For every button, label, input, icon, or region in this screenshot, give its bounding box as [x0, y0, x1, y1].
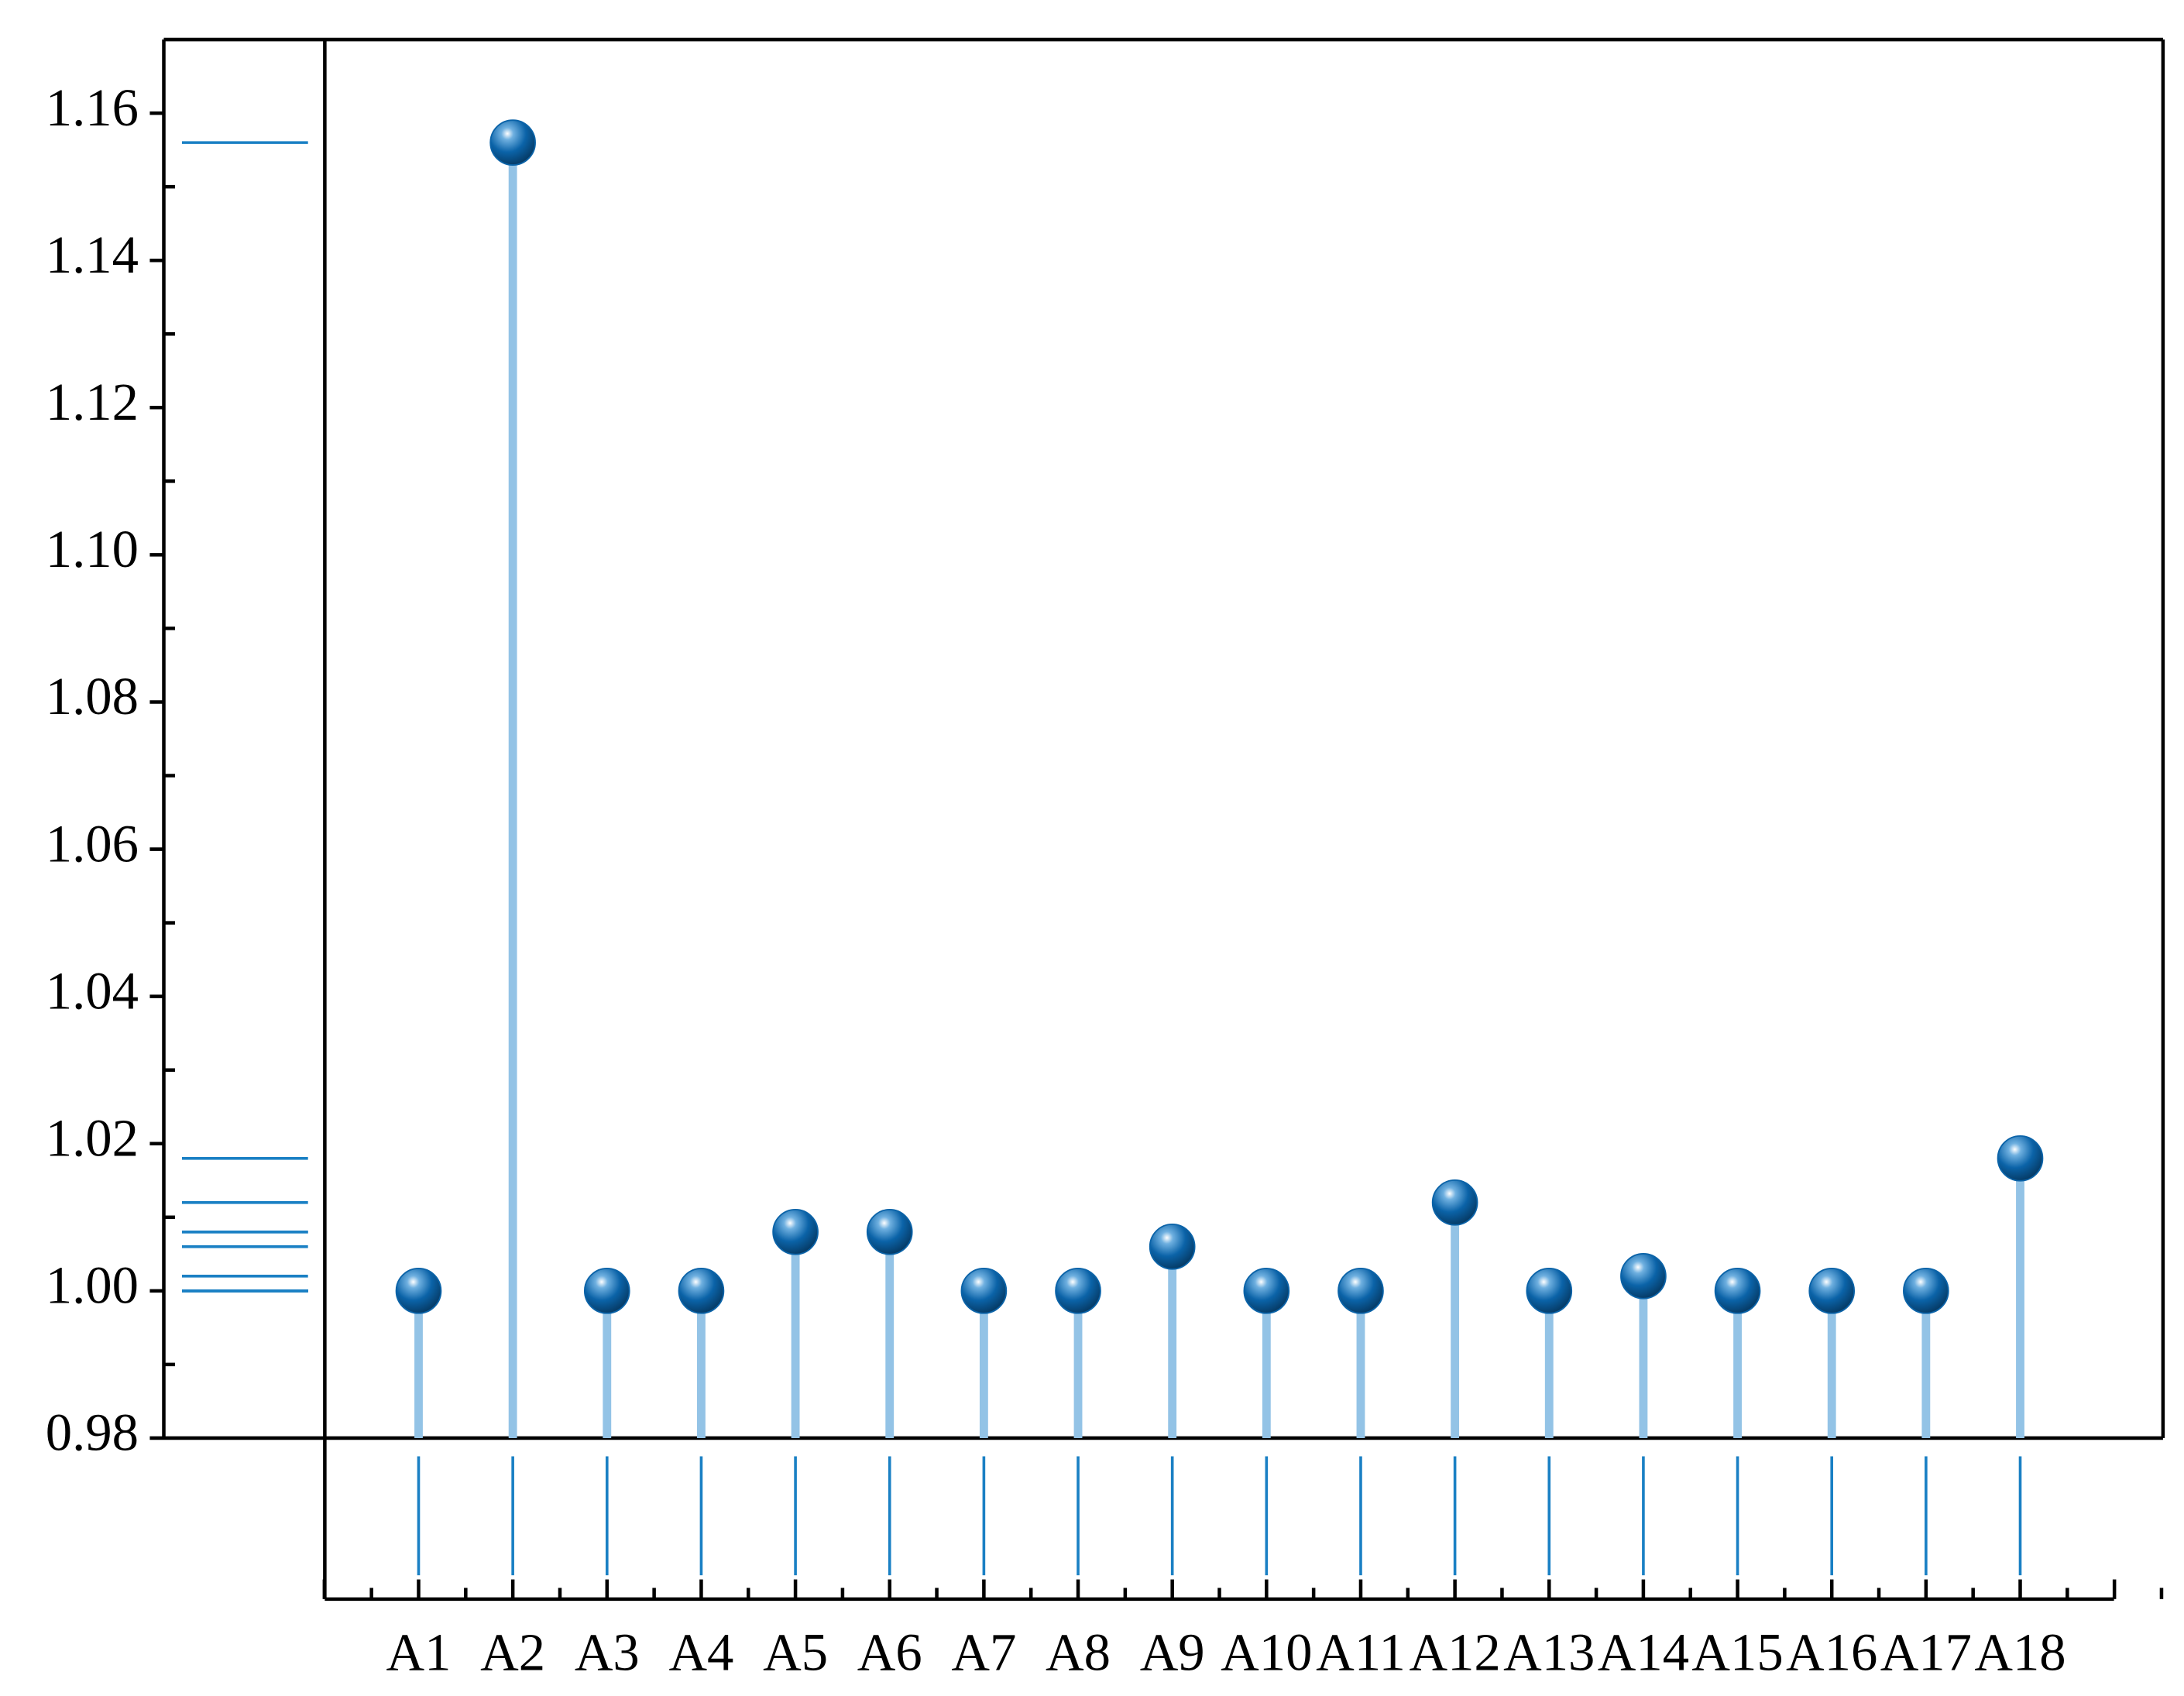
x-tick-label: A4 — [668, 1623, 733, 1682]
x-tick-label: A10 — [1221, 1623, 1312, 1682]
y-tick-label: 1.02 — [46, 1109, 139, 1168]
x-tick-label: A6 — [857, 1623, 922, 1682]
x-tick-label: A9 — [1140, 1623, 1205, 1682]
y-tick-label: 1.06 — [46, 814, 139, 873]
x-tick-label: A2 — [480, 1623, 545, 1682]
marker — [1903, 1268, 1949, 1314]
y-tick-label: 1.16 — [46, 78, 139, 137]
y-tick-label: 1.04 — [46, 961, 139, 1020]
x-tick-label: A1 — [386, 1623, 452, 1682]
y-tick-label: 1.00 — [46, 1256, 139, 1315]
y-tick-label: 1.14 — [46, 225, 139, 284]
marker — [583, 1268, 630, 1314]
marker — [960, 1268, 1008, 1314]
marker — [678, 1268, 725, 1314]
y-tick-label: 1.08 — [46, 667, 139, 726]
marker — [395, 1268, 442, 1314]
x-tick-label: A11 — [1316, 1623, 1406, 1682]
plot: 0.98 1.00 1.02 1.04 1.06 1.08 1.10 1.12 1.14 1.16… — [46, 37, 2165, 1682]
x-tick-label: A3 — [575, 1623, 640, 1682]
y-tick-label: 0.98 — [46, 1403, 139, 1462]
marker — [1338, 1268, 1384, 1314]
marker — [1526, 1268, 1573, 1314]
x-tick-label: A13 — [1503, 1623, 1595, 1682]
marker — [1243, 1268, 1290, 1314]
x-tick-label: A7 — [951, 1623, 1016, 1682]
x-tick-label: A12 — [1409, 1623, 1500, 1682]
marker — [866, 1208, 913, 1255]
marker — [489, 119, 536, 166]
marker — [1620, 1253, 1667, 1299]
marker — [1997, 1135, 2044, 1182]
y-tick-label: 1.12 — [46, 373, 139, 431]
x-tick-label: A15 — [1691, 1623, 1783, 1682]
marker — [1149, 1223, 1196, 1270]
marker — [1431, 1179, 1478, 1226]
x-tick-label: A18 — [1974, 1623, 2066, 1682]
y-tick-label: 1.10 — [46, 520, 139, 578]
marker — [1808, 1268, 1856, 1314]
x-tick-label: A8 — [1046, 1623, 1111, 1682]
x-tick-label: A16 — [1786, 1623, 1877, 1682]
marker — [1714, 1268, 1761, 1314]
x-tick-label: A17 — [1880, 1623, 1972, 1682]
x-tick-label: A14 — [1598, 1623, 1689, 1682]
marker — [1055, 1268, 1101, 1314]
marker — [772, 1208, 819, 1255]
x-tick-label: A5 — [763, 1623, 828, 1682]
